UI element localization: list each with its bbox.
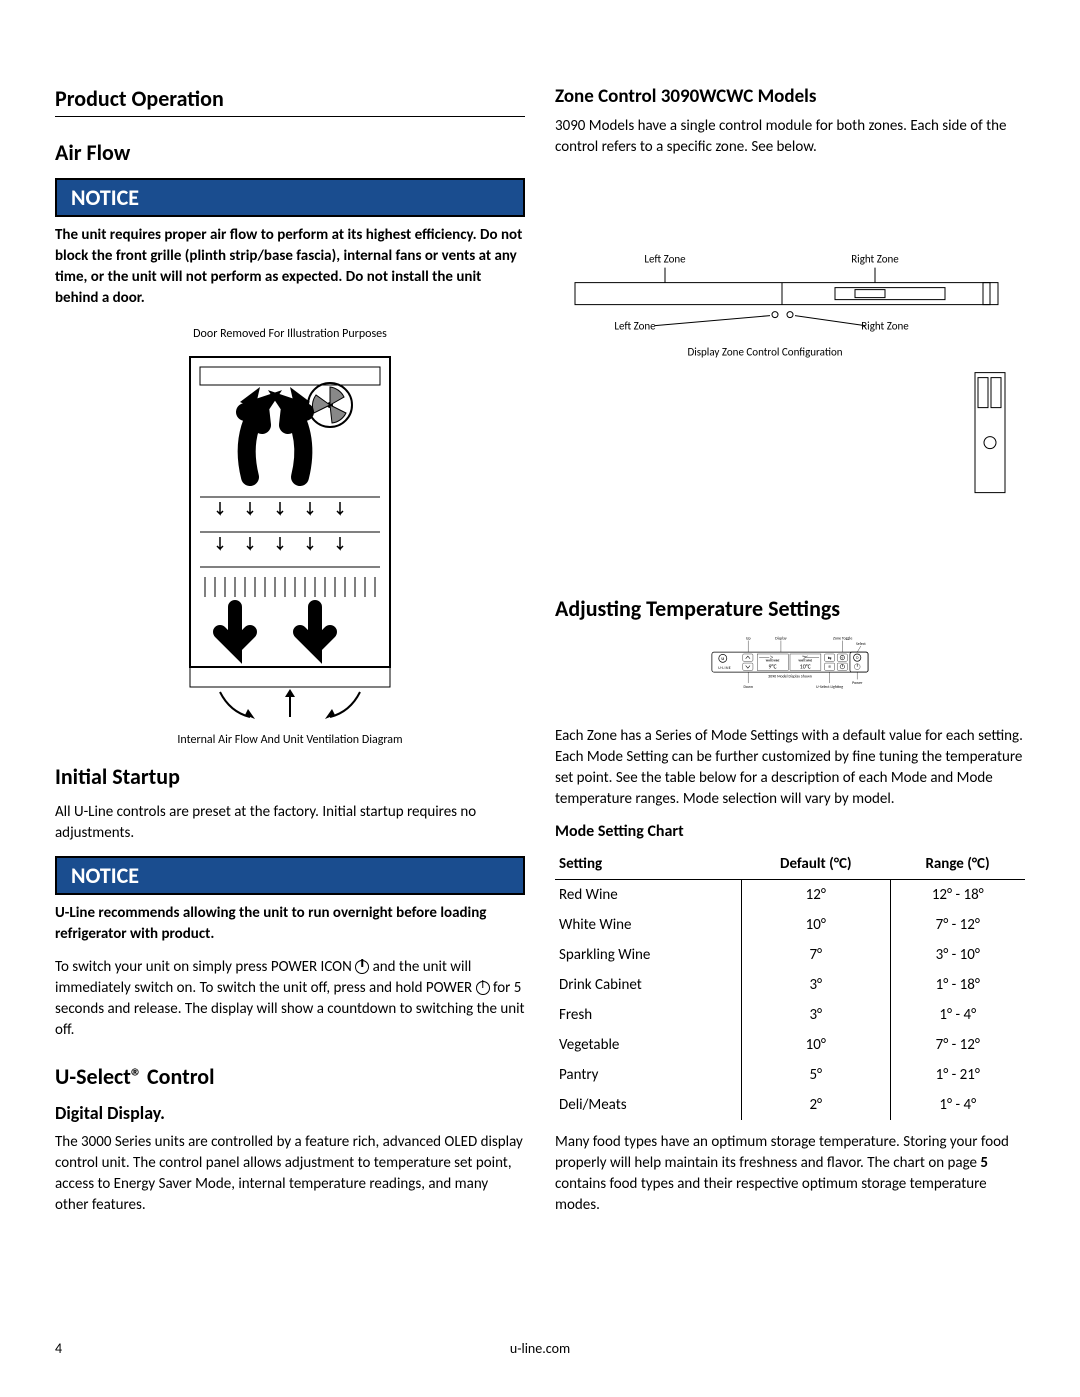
- initial-startup-text: All U-Line controls are preset at the fa…: [55, 802, 525, 844]
- svg-text:Power: Power: [852, 681, 863, 686]
- page-footer: 4 u-line.com: [55, 1340, 1025, 1357]
- zone-description-text: Each Zone has a Series of Mode Settings …: [555, 726, 1025, 810]
- power-icon: [476, 981, 490, 995]
- table-row: Fresh3°1° - 4°: [555, 1000, 1025, 1030]
- table-header-row: Setting Default (°C) Range (°C): [555, 849, 1025, 880]
- caption-door-removed: Door Removed For Illustration Purposes: [55, 327, 525, 341]
- svg-text:☀: ☀: [828, 665, 831, 670]
- table-cell: 10°: [742, 910, 891, 940]
- table-cell: 12° - 18°: [890, 880, 1025, 911]
- table-cell: 1° - 4°: [890, 1090, 1025, 1120]
- storage-page-ref: 5: [980, 1154, 988, 1172]
- th-default: Default (°C): [742, 849, 891, 880]
- table-row: Pantry5°1° - 21°: [555, 1060, 1025, 1090]
- table-cell: 2°: [742, 1090, 891, 1120]
- table-cell: 3°: [742, 1000, 891, 1030]
- table-cell: 7°: [742, 940, 891, 970]
- th-range: Range (°C): [890, 849, 1025, 880]
- svg-text:10°C: 10°C: [800, 663, 811, 671]
- svg-text:Select: Select: [856, 642, 866, 647]
- storage-text-2: contains food types and their respective…: [555, 1175, 987, 1214]
- table-cell: Sparkling Wine: [555, 940, 742, 970]
- airflow-fridge-diagram: [160, 347, 420, 727]
- svg-text:Left Zone: Left Zone: [644, 253, 686, 266]
- table-cell: 1° - 18°: [890, 970, 1025, 1000]
- mode-setting-table: Setting Default (°C) Range (°C) Red Wine…: [555, 849, 1025, 1120]
- table-cell: Drink Cabinet: [555, 970, 742, 1000]
- svg-text:3090 Model Display Shown: 3090 Model Display Shown: [768, 675, 812, 680]
- table-cell: Pantry: [555, 1060, 742, 1090]
- table-cell: 3° - 10°: [890, 940, 1025, 970]
- svg-text:Left Zone: Left Zone: [614, 320, 656, 333]
- svg-text:U·LINE: U·LINE: [718, 666, 731, 671]
- notice-badge-2: NOTICE: [55, 856, 525, 895]
- power-text-1: To switch your unit on simply press POWE…: [55, 958, 355, 976]
- svg-text:U-Select Lighting: U-Select Lighting: [816, 685, 843, 690]
- initial-notice-text: U-Line recommends allowing the unit to r…: [55, 903, 525, 945]
- table-row: Vegetable10°7° - 12°: [555, 1030, 1025, 1060]
- display-panel-diagram: Up Display Zone Toggle Select U U·LINE W…: [555, 634, 1025, 696]
- subsection-initial-startup: Initial Startup: [55, 763, 525, 790]
- table-row: White Wine10°7° - 12°: [555, 910, 1025, 940]
- table-cell: 3°: [742, 970, 891, 1000]
- table-cell: Deli/Meats: [555, 1090, 742, 1120]
- zone-control-diagram: Left Zone Right Zone Left Zone Right Zon…: [555, 170, 1025, 585]
- table-cell: Vegetable: [555, 1030, 742, 1060]
- storage-text-1: Many food types have an optimum storage …: [555, 1133, 1009, 1172]
- svg-text:⇆: ⇆: [828, 656, 832, 662]
- svg-text:Down: Down: [743, 685, 752, 690]
- storage-text: Many food types have an optimum storage …: [555, 1132, 1025, 1216]
- mode-setting-chart-title: Mode Setting Chart: [555, 822, 1025, 841]
- svg-text:Right Zone: Right Zone: [861, 320, 909, 333]
- caption-airflow-diagram: Internal Air Flow And Unit Ventilation D…: [55, 733, 525, 747]
- table-cell: 5°: [742, 1060, 891, 1090]
- digital-display-text: The 3000 Series units are controlled by …: [55, 1132, 525, 1216]
- table-cell: Fresh: [555, 1000, 742, 1030]
- th-setting: Setting: [555, 849, 742, 880]
- subsection-air-flow: Air Flow: [55, 139, 525, 166]
- table-cell: White Wine: [555, 910, 742, 940]
- airflow-notice-text: The unit requires proper air flow to per…: [55, 225, 525, 309]
- table-cell: 1° - 21°: [890, 1060, 1025, 1090]
- zone-control-text: 3090 Models have a single control module…: [555, 116, 1025, 158]
- table-cell: 7° - 12°: [890, 1030, 1025, 1060]
- svg-text:Display Zone Control Configura: Display Zone Control Configuration: [687, 346, 842, 359]
- table-row: Red Wine12°12° - 18°: [555, 880, 1025, 911]
- table-cell: Red Wine: [555, 880, 742, 911]
- notice-badge: NOTICE: [55, 178, 525, 217]
- section-title-product-operation: Product Operation: [55, 85, 525, 117]
- subsection-uselect-control: U-Select® Control: [55, 1063, 525, 1090]
- page-number: 4: [55, 1340, 62, 1357]
- footer-site: u-line.com: [510, 1340, 570, 1357]
- subsection-adjusting-temp: Adjusting Temperature Settings: [555, 595, 1025, 622]
- digital-display-label: Digital Display.: [55, 1102, 525, 1124]
- table-cell: 7° - 12°: [890, 910, 1025, 940]
- table-row: Deli/Meats2°1° - 4°: [555, 1090, 1025, 1120]
- table-cell: 10°: [742, 1030, 891, 1060]
- table-cell: 12°: [742, 880, 891, 911]
- table-cell: 1° - 4°: [890, 1000, 1025, 1030]
- table-row: Drink Cabinet3°1° - 18°: [555, 970, 1025, 1000]
- svg-text:U: U: [721, 657, 724, 662]
- power-icon: [355, 960, 369, 974]
- zone-control-title: Zone Control 3090WCWC Models: [555, 85, 1025, 108]
- table-row: Sparkling Wine7°3° - 10°: [555, 940, 1025, 970]
- power-instructions: To switch your unit on simply press POWE…: [55, 957, 525, 1041]
- svg-text:9°C: 9°C: [769, 663, 777, 671]
- svg-text:Right Zone: Right Zone: [851, 253, 899, 266]
